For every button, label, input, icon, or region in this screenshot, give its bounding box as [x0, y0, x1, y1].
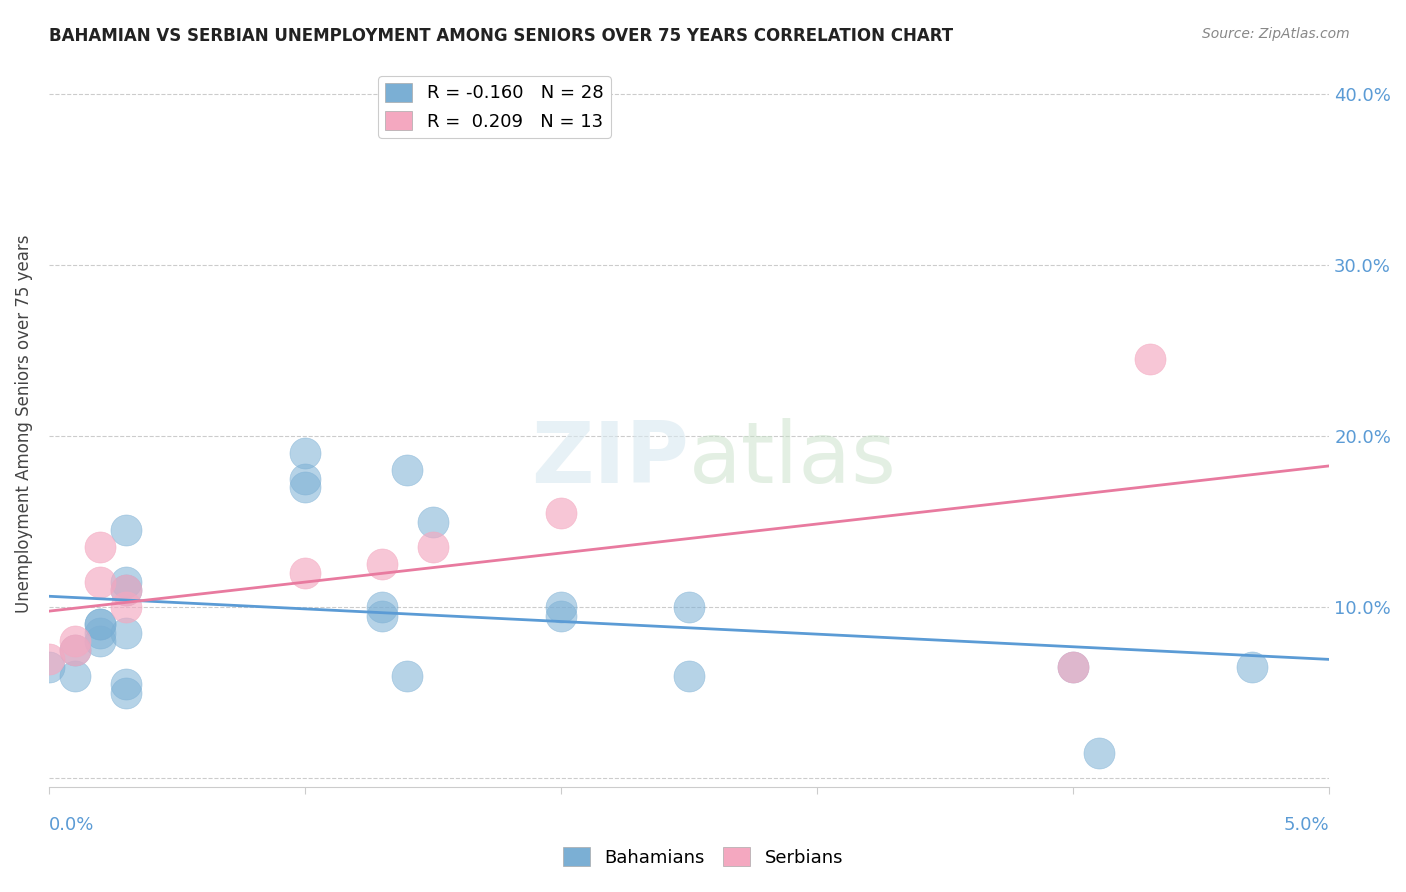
Text: ZIP: ZIP [531, 418, 689, 501]
Point [294, 480, 316, 494]
Point [371, 600, 394, 615]
Point [550, 600, 572, 615]
Point [1062, 660, 1084, 674]
Point [114, 686, 136, 700]
Point [294, 446, 316, 460]
Point [1139, 352, 1161, 367]
Text: 5.0%: 5.0% [1284, 816, 1329, 834]
Point [396, 463, 419, 477]
Point [38, 651, 60, 665]
Point [63, 668, 86, 682]
Y-axis label: Unemployment Among Seniors over 75 years: Unemployment Among Seniors over 75 years [15, 234, 32, 613]
Point [396, 668, 419, 682]
Point [294, 472, 316, 486]
Point [1062, 660, 1084, 674]
Point [371, 558, 394, 572]
Point [114, 600, 136, 615]
Point [89, 617, 111, 632]
Point [294, 566, 316, 580]
Text: 0.0%: 0.0% [49, 816, 94, 834]
Point [89, 617, 111, 632]
Text: BAHAMIAN VS SERBIAN UNEMPLOYMENT AMONG SENIORS OVER 75 YEARS CORRELATION CHART: BAHAMIAN VS SERBIAN UNEMPLOYMENT AMONG S… [49, 27, 953, 45]
Text: atlas: atlas [689, 418, 897, 501]
Point [114, 583, 136, 598]
Point [63, 643, 86, 657]
Legend: R = -0.160   N = 28, R =  0.209   N = 13: R = -0.160 N = 28, R = 0.209 N = 13 [378, 76, 610, 138]
Point [114, 574, 136, 589]
Point [678, 668, 700, 682]
Point [38, 660, 60, 674]
Point [89, 626, 111, 640]
Point [678, 600, 700, 615]
Point [114, 583, 136, 598]
Point [114, 626, 136, 640]
Point [89, 574, 111, 589]
Point [89, 541, 111, 555]
Point [1088, 746, 1111, 760]
Point [63, 643, 86, 657]
Point [63, 634, 86, 648]
Point [550, 506, 572, 520]
Text: Source: ZipAtlas.com: Source: ZipAtlas.com [1202, 27, 1350, 41]
Point [1241, 660, 1264, 674]
Legend: Bahamians, Serbians: Bahamians, Serbians [555, 840, 851, 874]
Point [550, 608, 572, 623]
Point [371, 608, 394, 623]
Point [114, 523, 136, 537]
Point [422, 541, 444, 555]
Point [114, 677, 136, 691]
Point [89, 634, 111, 648]
Point [422, 515, 444, 529]
